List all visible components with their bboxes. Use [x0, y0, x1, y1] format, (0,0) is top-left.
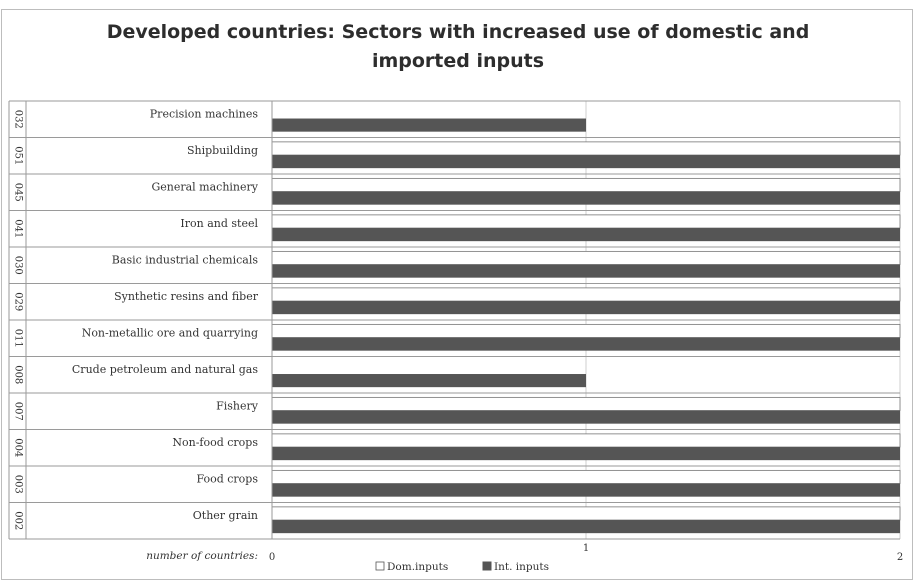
category-code-label: 032: [13, 110, 24, 129]
legend-label-dom-inputs: Dom.inputs: [387, 561, 448, 573]
category-code-label: 008: [13, 365, 24, 384]
bar-int-inputs: [272, 374, 586, 388]
bar-dom-inputs: [271, 250, 901, 265]
category-code-label: 011: [13, 329, 24, 348]
category-code-label: 030: [13, 256, 24, 275]
category-label: Crude petroleum and natural gas: [72, 363, 258, 376]
chart-title-line-1: Developed countries: Sectors with increa…: [106, 21, 810, 43]
category-code-label: 051: [13, 146, 24, 165]
bar-int-inputs: [272, 483, 900, 497]
chart-title: Developed countries: Sectors with increa…: [1, 18, 915, 76]
category-label: Basic industrial chemicals: [112, 253, 259, 266]
category-label: Non-food crops: [172, 436, 258, 449]
category-label: Fishery: [216, 399, 259, 412]
category-label: Synthetic resins and fiber: [114, 290, 259, 303]
category-code-label: 007: [13, 402, 24, 421]
bar-int-inputs: [272, 301, 900, 315]
category-label: Precision machines: [150, 107, 259, 120]
x-tick-label: 2: [897, 552, 903, 563]
bar-dom-inputs: [271, 469, 901, 484]
bar-dom-inputs: [271, 433, 901, 448]
category-code-label: 041: [13, 219, 24, 238]
category-label: Other grain: [193, 509, 258, 522]
bar-int-inputs: [272, 520, 900, 534]
category-code-label: 045: [13, 183, 24, 202]
category-code-label: 004: [13, 438, 24, 457]
bar-dom-inputs: [271, 323, 901, 338]
bar-dom-inputs: [271, 506, 901, 521]
category-label: General machinery: [151, 180, 258, 193]
category-label: Iron and steel: [180, 217, 258, 230]
chart-title-line-2: imported inputs: [371, 50, 545, 72]
x-tick-label: 1: [583, 543, 589, 554]
bar-int-inputs: [272, 264, 900, 278]
bar-int-inputs: [272, 191, 900, 205]
legend-swatch-dom-inputs: [375, 561, 385, 571]
category-label: Non-metallic ore and quarrying: [82, 326, 258, 339]
x-tick-label: 0: [269, 552, 275, 563]
bar-dom-inputs: [271, 214, 901, 229]
bar-dom-inputs: [271, 287, 901, 302]
legend-label-int-inputs: Int. inputs: [494, 561, 549, 573]
category-code-label: 029: [13, 292, 24, 311]
bar-dom-inputs: [271, 177, 901, 192]
legend-swatch-int-inputs: [482, 561, 492, 571]
bar-int-inputs: [272, 228, 900, 242]
bar-int-inputs: [272, 410, 900, 424]
bar-int-inputs: [272, 118, 586, 132]
category-label: Food crops: [196, 472, 258, 485]
bar-int-inputs: [272, 337, 900, 351]
bar-dom-inputs: [271, 396, 901, 411]
category-label: Shipbuilding: [187, 144, 258, 157]
category-code-label: 003: [13, 475, 24, 494]
category-code-label: 002: [13, 511, 24, 530]
bar-int-inputs: [272, 155, 900, 169]
bar-int-inputs: [272, 447, 900, 461]
x-axis-label: number of countries:: [146, 550, 258, 562]
bar-dom-inputs: [271, 141, 901, 156]
